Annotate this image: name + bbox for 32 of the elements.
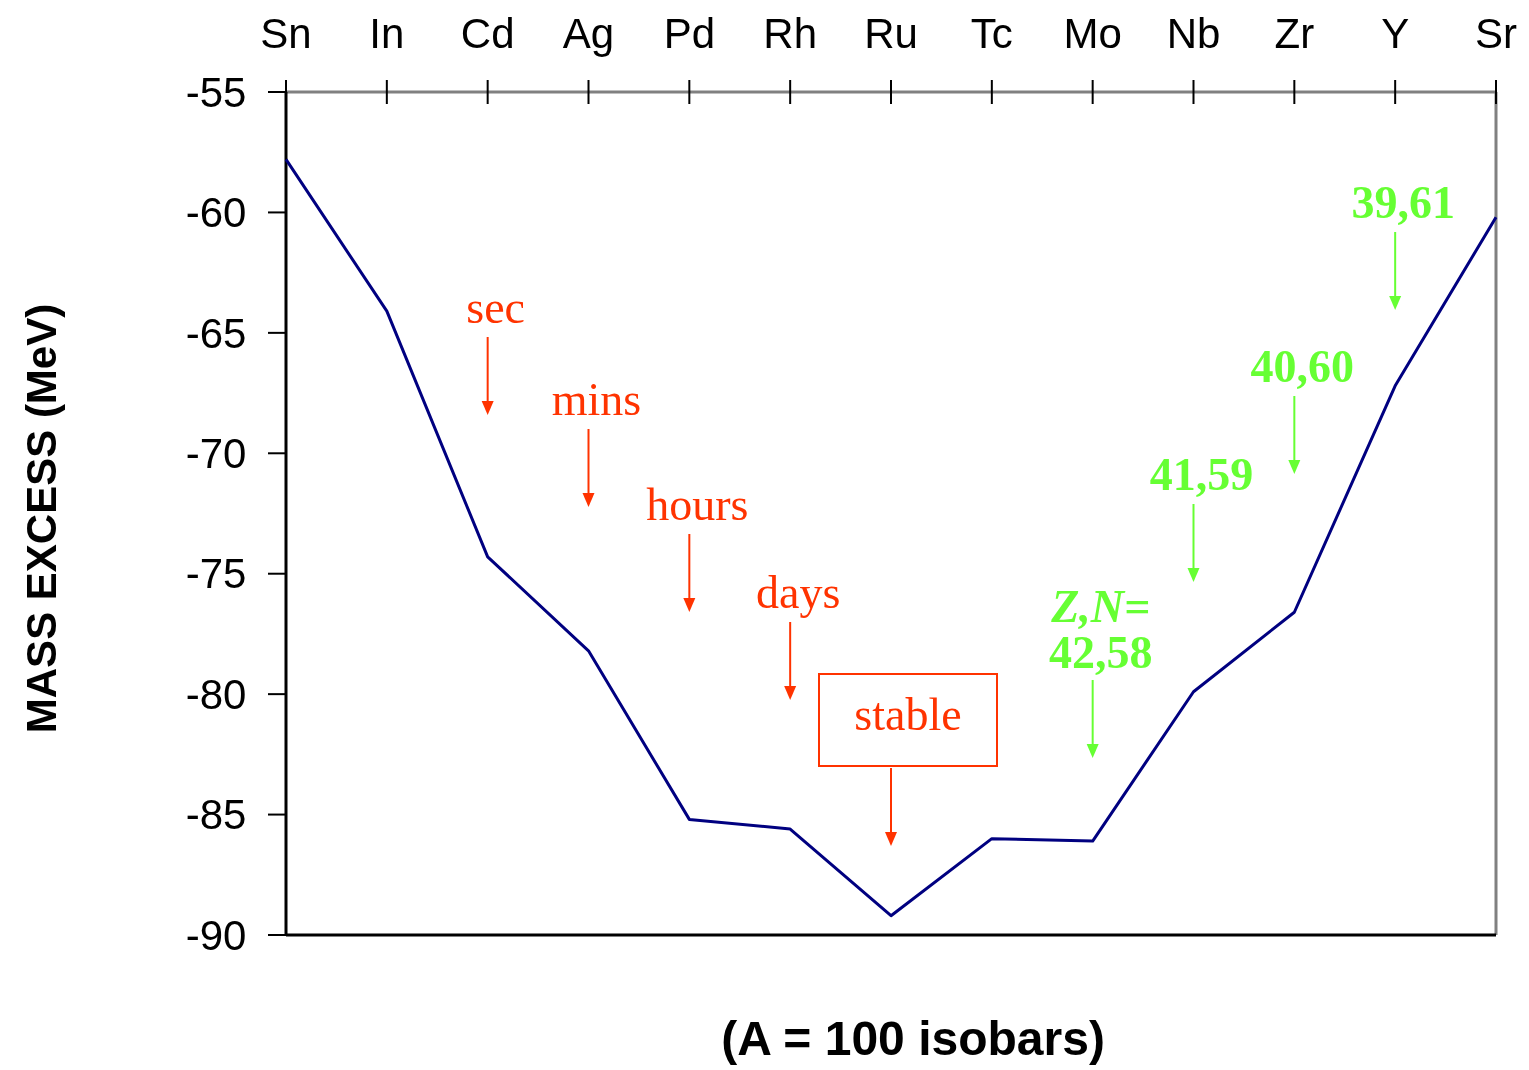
x-tick-label: Tc (970, 10, 1013, 57)
annotation: sec (466, 282, 526, 333)
y-axis-title: MASS EXCESS (MeV) (18, 303, 65, 734)
annotation: 39,61 (1351, 177, 1455, 228)
x-tick-label: Zr (1274, 10, 1315, 57)
x-tick-label: Ru (864, 10, 918, 57)
annotation: hours (646, 479, 749, 530)
annotation: Z,N= 42,58 (1048, 581, 1153, 678)
annotation: stable (854, 689, 962, 740)
x-tick-label: Y (1381, 10, 1410, 57)
annotation: mins (551, 374, 642, 425)
y-tick-label: -85 (185, 791, 247, 839)
y-tick-label: -90 (185, 911, 247, 959)
x-tick-label: In (369, 10, 405, 57)
y-tick-label: -60 (185, 189, 247, 237)
x-tick-label: Nb (1166, 10, 1221, 57)
annotation: 41,59 (1149, 449, 1254, 500)
y-tick-label: -55 (185, 68, 247, 116)
annotation: days (756, 567, 841, 618)
x-tick-label: Pd (663, 10, 716, 57)
x-tick-label: Rh (763, 10, 818, 57)
y-tick-label: -65 (185, 309, 247, 357)
x-tick-label: Mo (1063, 10, 1122, 57)
x-tick-label: Sr (1475, 10, 1518, 57)
x-tick-label: Sn (260, 10, 312, 57)
x-axis-title: (A = 100 isobars) (721, 1012, 1105, 1065)
x-tick-label: Ag (562, 10, 615, 57)
annotation: 40,60 (1250, 341, 1355, 392)
x-tick-label: Cd (460, 10, 515, 57)
y-tick-label: -75 (185, 550, 247, 598)
y-tick-label: -80 (185, 670, 247, 718)
y-tick-label: -70 (185, 429, 247, 477)
